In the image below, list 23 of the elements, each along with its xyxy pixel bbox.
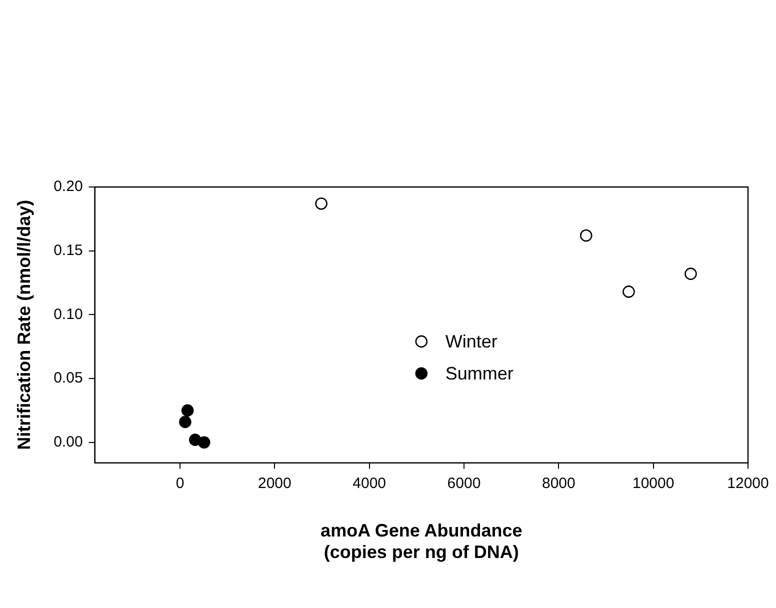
- point: [580, 229, 592, 242]
- y-tick-label: 0.05: [54, 370, 83, 387]
- point: [622, 286, 635, 298]
- point: [684, 268, 697, 280]
- x-tick-label: 8000: [542, 474, 576, 492]
- point: [315, 197, 328, 210]
- y-tick-label: 0.15: [54, 242, 83, 259]
- x-tick-label: 10000: [632, 474, 674, 492]
- point: [179, 416, 192, 428]
- point: [198, 436, 210, 449]
- legend-label: Winter: [445, 331, 498, 352]
- y-tick-label: 0.00: [54, 434, 83, 451]
- point: [181, 404, 194, 417]
- y-tick-label: 0.10: [54, 306, 83, 323]
- x-tick-label: 4000: [352, 474, 386, 492]
- y-axis-title: Nitrification Rate (nmol/l/day): [14, 200, 34, 450]
- x-tick-label: 0: [176, 474, 184, 492]
- x-tick-label: 2000: [258, 474, 292, 492]
- y-tick-label: 0.20: [54, 178, 83, 196]
- x-axis-title: amoA Gene Abundance (copies per ng of DNA): [320, 520, 522, 562]
- x-tick-label: 6000: [447, 474, 481, 492]
- legend-label: Summer: [445, 363, 514, 384]
- x-tick-label: 12000: [727, 474, 769, 492]
